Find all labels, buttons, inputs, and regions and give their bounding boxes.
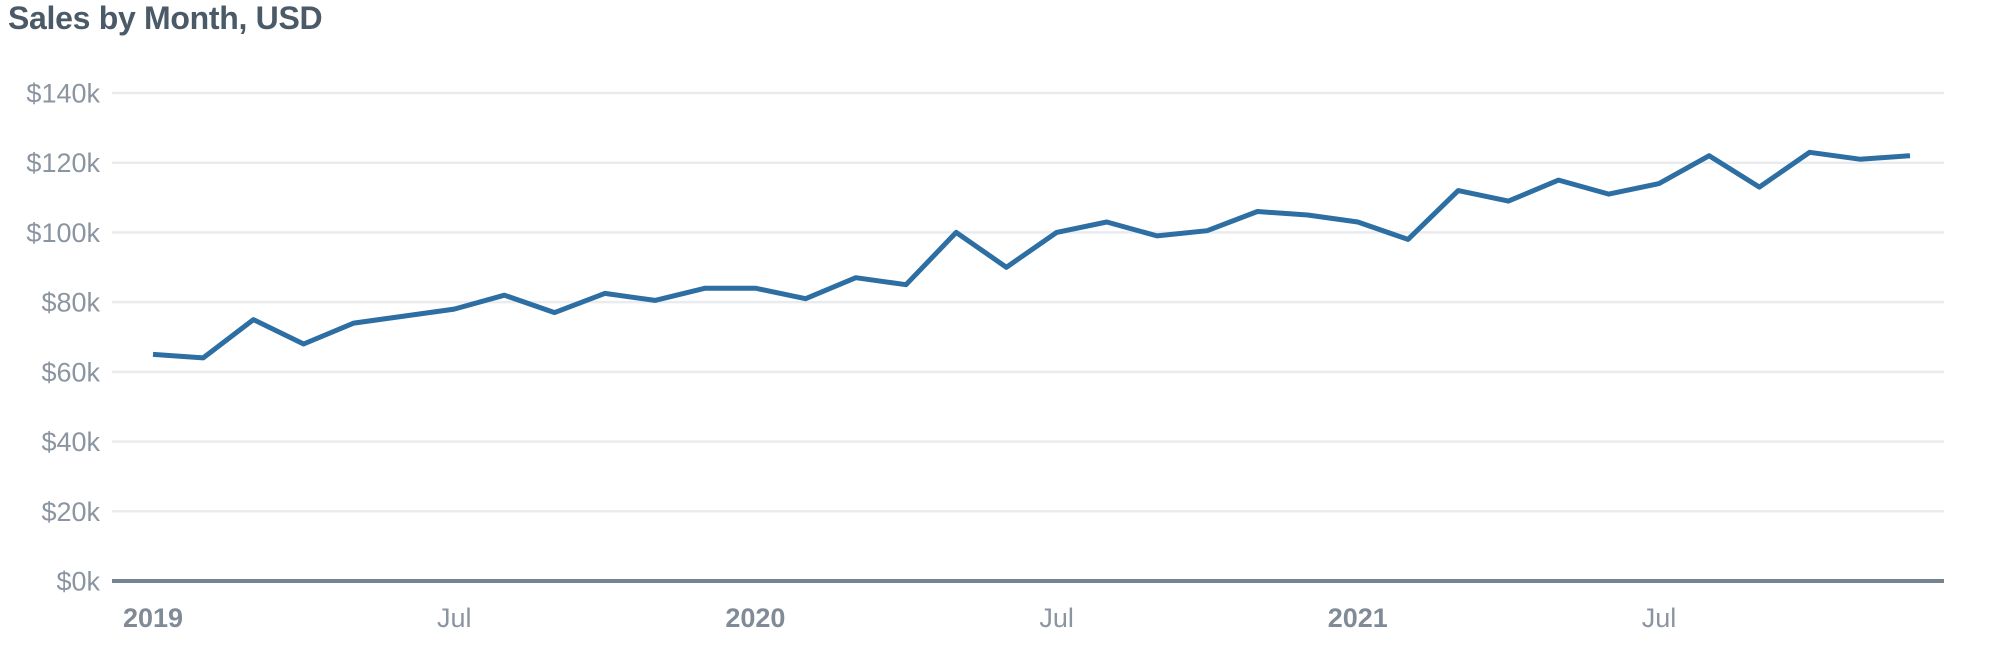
y-tick-label: $20k <box>41 497 100 527</box>
y-tick-label: $100k <box>26 218 100 248</box>
chart-title: Sales by Month, USD <box>8 0 323 36</box>
x-tick-label-month: Jul <box>437 603 472 633</box>
y-tick-label: $60k <box>41 357 100 387</box>
y-tick-label: $0k <box>56 567 100 597</box>
sales-series-line <box>152 149 1911 361</box>
x-tick-label-year: 2020 <box>725 603 785 633</box>
x-tick-label-year: 2021 <box>1328 603 1388 633</box>
y-gridlines <box>112 91 1944 583</box>
y-axis-tick-labels: $0k $20k $40k $60k $80k $100k $120k $140k <box>26 79 100 597</box>
y-tick-label: $40k <box>41 427 100 457</box>
y-tick-label: $120k <box>26 148 100 178</box>
x-tick-label-month: Jul <box>1039 603 1074 633</box>
y-tick-label: $140k <box>26 79 100 109</box>
x-tick-label-year: 2019 <box>123 603 183 633</box>
x-tick-label-month: Jul <box>1642 603 1677 633</box>
sales-series <box>152 149 1911 361</box>
y-tick-label: $80k <box>41 288 100 318</box>
x-axis-tick-labels: 2019 Jul 2020 Jul 2021 Jul <box>123 603 1676 633</box>
